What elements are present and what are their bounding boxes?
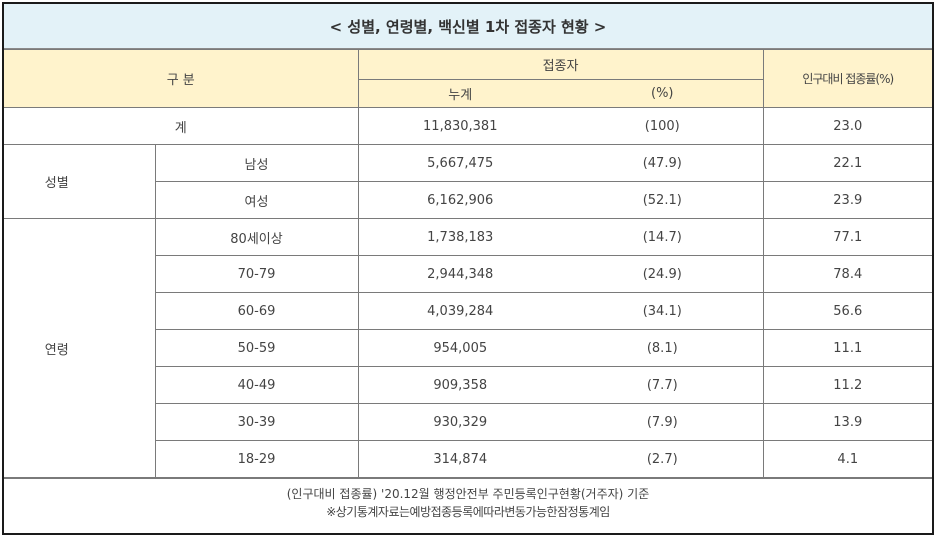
header-percent: (%) xyxy=(562,79,764,108)
row-label: 60-69 xyxy=(155,292,359,330)
row-label: 18-29 xyxy=(155,440,359,478)
row-percent: (2.7) xyxy=(562,440,764,478)
row-rate: 11.1 xyxy=(762,329,933,367)
table-row: 70-79 2,944,348 (24.9) 78.4 xyxy=(4,255,933,293)
row-percent: (52.1) xyxy=(562,181,764,219)
total-label: 계 xyxy=(4,107,359,145)
row-cumulative: 6,162,906 xyxy=(357,181,562,219)
row-cumulative: 909,358 xyxy=(357,366,562,404)
row-label: 50-59 xyxy=(155,329,359,367)
table-row: 성별 남성 5,667,475 (47.9) 22.1 xyxy=(4,144,933,219)
header-category: 구 분 xyxy=(4,49,359,108)
data-table: 구 분 접종자 인구대비 접종률(%) 누계 (%) 계 11,830,381 … xyxy=(4,49,933,478)
header-row-1: 구 분 접종자 인구대비 접종률(%) xyxy=(4,49,933,108)
table-row: 50-59 954,005 (8.1) 11.1 xyxy=(4,329,933,367)
total-cumulative: 11,830,381 xyxy=(357,107,562,145)
row-percent: (47.9) xyxy=(562,144,764,182)
row-cumulative: 5,667,475 xyxy=(357,144,562,182)
row-rate: 4.1 xyxy=(762,440,933,478)
table-row: 18-29 314,874 (2.7) 4.1 xyxy=(4,440,933,478)
row-percent: (8.1) xyxy=(562,329,764,367)
footnote-line-2: ※상기통계자료는예방접종등록에따라변동가능한잠정통계임 xyxy=(326,504,610,519)
row-label: 80세이상 xyxy=(154,218,359,256)
header-vaccinated: 접종자 xyxy=(357,49,764,80)
age-group-label: 연령 xyxy=(4,218,156,478)
header-cumulative: 누계 xyxy=(358,79,562,108)
row-percent: (34.1) xyxy=(562,292,764,330)
row-rate: 78.4 xyxy=(762,255,933,293)
row-cumulative: 954,005 xyxy=(357,329,562,367)
gender-group-label: 성별 xyxy=(4,144,156,219)
row-cumulative: 930,329 xyxy=(357,403,562,441)
row-percent: (7.9) xyxy=(562,403,764,441)
total-percent: (100) xyxy=(562,107,764,145)
row-cumulative: 314,874 xyxy=(357,440,562,478)
row-percent: (24.9) xyxy=(562,255,764,293)
row-rate: 13.9 xyxy=(762,403,933,441)
table-footnote: (인구대비 접종률) '20.12월 행정안전부 주민등록인구현황(거주자) 기… xyxy=(4,478,932,526)
row-label: 40-49 xyxy=(155,366,359,404)
table-row: 60-69 4,039,284 (34.1) 56.6 xyxy=(4,292,933,330)
table-row-total: 계 11,830,381 (100) 23.0 xyxy=(4,107,933,145)
row-cumulative: 4,039,284 xyxy=(357,292,562,330)
row-rate: 56.6 xyxy=(762,292,933,330)
row-rate: 22.1 xyxy=(762,144,933,182)
table-row: 연령 80세이상 1,738,183 (14.7) 77.1 xyxy=(4,218,933,478)
footnote-line-1: (인구대비 접종률) '20.12월 행정안전부 주민등록인구현황(거주자) 기… xyxy=(286,486,650,501)
total-rate: 23.0 xyxy=(762,107,933,145)
row-rate: 77.1 xyxy=(762,218,933,256)
row-rate: 11.2 xyxy=(762,366,933,404)
row-label: 30-39 xyxy=(155,403,359,441)
header-row-2: 누계 (%) xyxy=(4,79,932,108)
row-label: 여성 xyxy=(155,181,359,219)
row-cumulative: 2,944,348 xyxy=(357,255,562,293)
row-label: 남성 xyxy=(154,144,359,182)
row-cumulative: 1,738,183 xyxy=(357,218,562,256)
row-percent: (14.7) xyxy=(562,218,764,256)
table-title: < 성별, 연령별, 백신별 1차 접종자 현황 > xyxy=(4,4,932,49)
row-rate: 23.9 xyxy=(762,181,933,219)
row-label: 70-79 xyxy=(155,255,359,293)
row-percent: (7.7) xyxy=(562,366,764,404)
header-rate: 인구대비 접종률(%) xyxy=(762,49,933,108)
